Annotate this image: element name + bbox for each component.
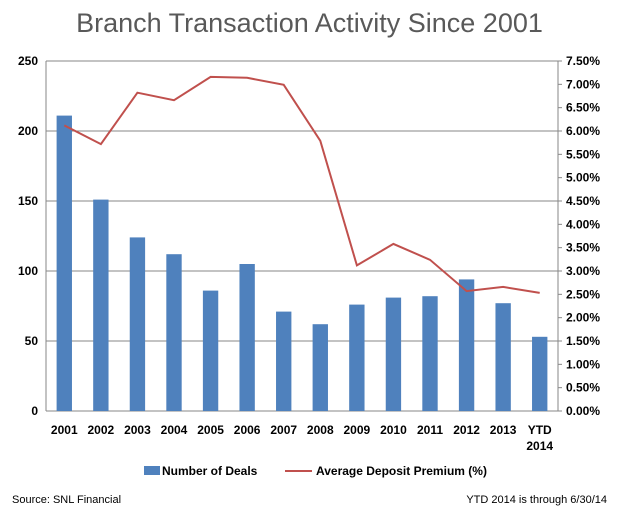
bar <box>56 115 72 411</box>
left-axis-tick-label: 50 <box>25 334 39 348</box>
bar <box>202 290 219 411</box>
right-axis-tick-label: 4.00% <box>566 217 600 231</box>
left-axis-tick-label: 200 <box>18 124 38 138</box>
right-axis-tick-label: 1.00% <box>566 357 600 371</box>
right-axis-tick-label: 6.00% <box>566 124 600 138</box>
left-axis-tick-label: 250 <box>18 54 38 68</box>
x-axis-tick-label: 2012 <box>453 423 480 437</box>
bar-series <box>56 115 548 411</box>
x-axis-tick-label: 2002 <box>88 423 115 437</box>
bar <box>166 254 182 411</box>
legend: Number of Deals Average Deposit Premium (… <box>144 464 487 478</box>
x-axis-tick-label: 2008 <box>307 423 334 437</box>
right-axis-tick-label: 5.50% <box>566 147 600 161</box>
right-axis-tick-label: 4.50% <box>566 194 600 208</box>
x-axis-tick-label: 2011 <box>417 423 443 437</box>
right-axis-tick-label: 2.50% <box>566 287 600 301</box>
x-axis-tick-label: 2006 <box>234 423 261 437</box>
bar <box>129 237 146 411</box>
legend-bar-swatch <box>144 466 160 475</box>
tick-labels: 0 50 100 150 200 250 0.00% 0.50% 1.00% 1.50% 2.00%… <box>18 54 600 453</box>
x-axis-tick-label: 2014 <box>526 439 553 453</box>
right-axis-tick-label: 3.50% <box>566 241 600 255</box>
x-axis-tick-label: 2005 <box>197 423 224 437</box>
right-axis-tick-label: 3.00% <box>566 264 600 278</box>
left-axis-tick-label: 0 <box>31 404 38 418</box>
x-axis-tick-label: 2007 <box>270 423 297 437</box>
bar <box>349 304 365 411</box>
bar <box>532 336 548 411</box>
right-axis-tick-label: 0.50% <box>566 381 600 395</box>
right-axis-tick-label: 6.50% <box>566 101 600 115</box>
bar <box>276 311 292 411</box>
right-axis-tick-label: 0.00% <box>566 404 600 418</box>
bar <box>239 264 255 411</box>
premium-line <box>63 75 540 294</box>
x-axis-tick-label: 2003 <box>124 423 151 437</box>
right-axis-tick-label: 7.00% <box>566 77 600 91</box>
left-axis-tick-label: 100 <box>18 264 38 278</box>
x-axis-tick-label: 2010 <box>380 423 407 437</box>
right-axis-tick-label: 5.00% <box>566 171 600 185</box>
bar <box>422 296 438 411</box>
chart-title: Branch Transaction Activity Since 2001 <box>76 8 543 38</box>
footnote: YTD 2014 is through 6/30/14 <box>466 494 607 506</box>
x-axis-tick-label: YTD <box>528 423 552 437</box>
bar <box>93 199 109 411</box>
line-series <box>63 75 540 294</box>
right-axis-tick-label: 7.50% <box>566 54 600 68</box>
x-axis-tick-label: 2013 <box>490 423 517 437</box>
left-axis-tick-label: 150 <box>18 194 38 208</box>
right-axis-tick-label: 1.50% <box>566 334 600 348</box>
legend-line-label: Average Deposit Premium (%) <box>316 464 487 478</box>
x-axis-tick-label: 2004 <box>161 423 188 437</box>
x-axis-tick-label: 2001 <box>51 423 78 437</box>
bar <box>312 324 328 411</box>
right-axis-tick-label: 2.00% <box>566 311 600 325</box>
legend-bar-label: Number of Deals <box>162 464 258 478</box>
bar <box>385 297 402 411</box>
bar <box>458 279 475 411</box>
bar <box>495 303 511 411</box>
x-axis-tick-label: 2009 <box>344 423 371 437</box>
source-note: Source: SNL Financial <box>12 494 122 506</box>
